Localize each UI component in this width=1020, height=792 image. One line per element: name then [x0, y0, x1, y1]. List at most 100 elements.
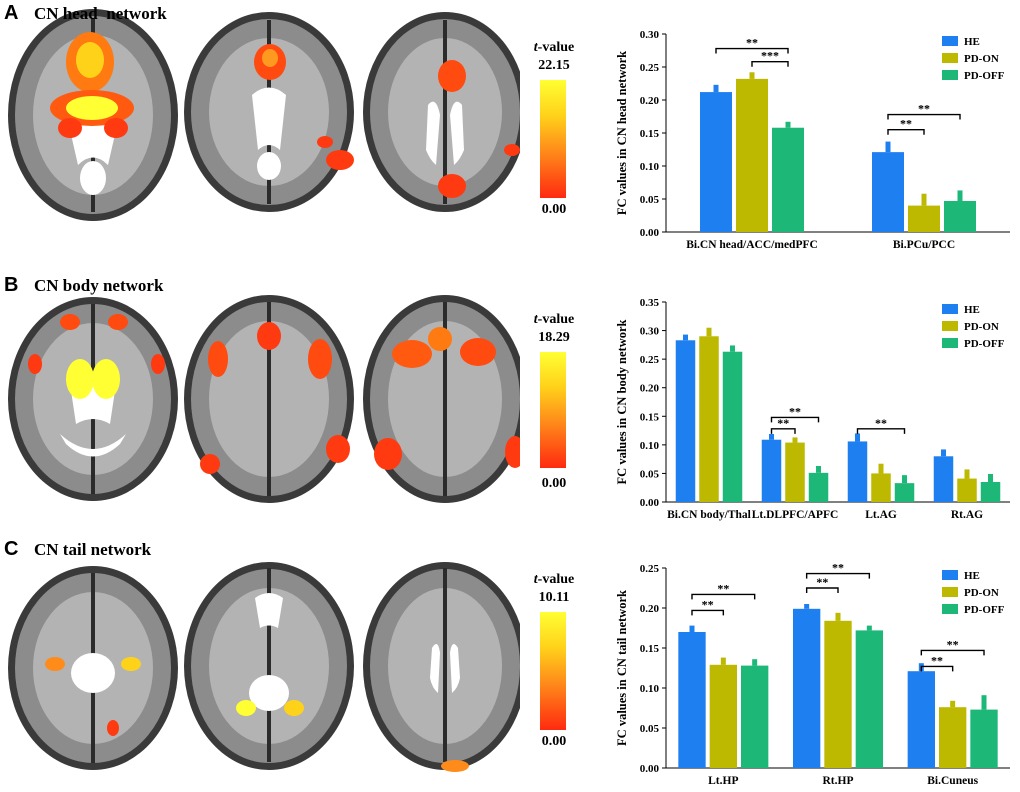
- significance-label: **: [777, 416, 789, 430]
- colorbar-label-suffix: -value: [537, 572, 575, 587]
- bar: [700, 92, 732, 232]
- bar-chart-b: 0.00 0.05 0.10 0.15 0.20 0.25 0.30 0.35 FC value…: [615, 297, 1010, 521]
- error-bar: [792, 437, 798, 443]
- error-bar: [866, 625, 872, 631]
- bar: [824, 620, 852, 768]
- legend-label: PD-ON: [964, 53, 999, 65]
- y-tick-label: 0.00: [640, 227, 660, 239]
- legend-label: HE: [964, 36, 980, 48]
- error-bar: [713, 84, 719, 93]
- legend-swatch: [942, 70, 958, 80]
- panel-title: CN tail network: [34, 540, 152, 559]
- x-tick-label: Lt.HP: [708, 775, 738, 787]
- x-tick-label: Lt.DLPFC/APFC: [752, 509, 839, 521]
- y-axis-label: FC values in CN head network: [615, 51, 629, 215]
- brain-slice: [184, 12, 354, 212]
- y-tick-label: 0.20: [640, 603, 660, 615]
- significance-bracket: [805, 587, 839, 593]
- legend-swatch: [942, 570, 958, 580]
- bar: [980, 482, 1001, 502]
- x-tick-label: Lt.AG: [865, 509, 897, 521]
- colorbar-label: t-value: [524, 572, 584, 588]
- colorbar: [540, 612, 566, 730]
- bar-chart-a: 0.00 0.05 0.10 0.15 0.20 0.25 0.30 FC values in…: [615, 29, 1010, 251]
- significance-bracket: [751, 61, 789, 67]
- x-tick-label: Bi.CN head/ACC/medPFC: [686, 239, 818, 251]
- error-bar: [981, 695, 987, 710]
- colorbar-max: 10.11: [538, 590, 570, 605]
- error-bar: [964, 469, 970, 479]
- colorbar-max: 18.29: [538, 330, 570, 345]
- x-tick-label: Rt.HP: [823, 775, 854, 787]
- legend-label: PD-ON: [964, 587, 999, 599]
- bar: [907, 671, 935, 768]
- colorbar-label-suffix: -value: [537, 312, 575, 327]
- error-bar: [950, 700, 956, 708]
- y-tick-label: 0.00: [640, 497, 660, 509]
- y-tick-label: 0.05: [640, 723, 660, 735]
- significance-bracket: [770, 416, 820, 423]
- legend-label: PD-OFF: [964, 70, 1005, 82]
- legend-label: PD-OFF: [964, 604, 1005, 616]
- y-tick-label: 0.15: [640, 411, 660, 423]
- y-tick-label: 0.10: [640, 161, 660, 173]
- error-bar: [816, 466, 822, 473]
- bar: [736, 78, 768, 232]
- significance-label: **: [746, 36, 758, 50]
- legend-label: HE: [964, 304, 980, 316]
- colorbar: [540, 80, 566, 198]
- brain-slice: [363, 562, 520, 772]
- y-tick-label: 0.00: [640, 763, 660, 775]
- x-tick-label: Rt.AG: [951, 509, 983, 521]
- bar: [675, 340, 696, 502]
- bar: [792, 608, 821, 768]
- bar: [855, 630, 884, 768]
- bar: [761, 439, 782, 502]
- panel-letter: C: [4, 538, 19, 560]
- bar: [722, 351, 743, 502]
- significance-label: **: [832, 561, 844, 575]
- significance-bracket: [770, 428, 796, 434]
- bar: [699, 336, 719, 502]
- y-tick-label: 0.05: [640, 194, 660, 206]
- legend-swatch: [942, 53, 958, 63]
- panel-title: CN body network: [34, 276, 164, 295]
- significance-bracket: [887, 113, 961, 120]
- panel-c: C CN tail network t-value 10.11 0.00 0.0…: [0, 528, 1020, 792]
- y-tick-label: 0.30: [640, 326, 660, 338]
- legend-label: PD-OFF: [964, 338, 1005, 350]
- panel-title: CN head network: [34, 4, 167, 23]
- legend-swatch: [942, 338, 958, 348]
- bar: [808, 472, 829, 502]
- significance-label: **: [875, 416, 887, 430]
- bar: [894, 483, 915, 502]
- error-bar: [854, 433, 860, 442]
- error-bar: [804, 604, 810, 609]
- bar: [741, 665, 769, 768]
- significance-label: **: [702, 597, 714, 611]
- bar: [785, 442, 805, 502]
- y-tick-label: 0.20: [640, 383, 660, 395]
- brain-slice: [184, 295, 354, 503]
- error-bar: [749, 72, 755, 79]
- error-bar: [940, 449, 946, 457]
- y-tick-label: 0.25: [640, 62, 660, 74]
- legend-swatch: [942, 587, 958, 597]
- error-bar: [682, 334, 688, 341]
- significance-bracket: [805, 572, 871, 579]
- legend-label: PD-ON: [964, 321, 999, 333]
- legend-swatch: [942, 604, 958, 614]
- panel-b: B CN body network t-value 18.29 0.00 0.0…: [0, 264, 1020, 528]
- colorbar-label-t: t: [533, 40, 538, 55]
- error-bar: [957, 190, 963, 201]
- error-bar: [706, 327, 712, 337]
- y-axis-label: FC values in CN body network: [615, 319, 629, 484]
- significance-label: **: [816, 575, 828, 589]
- colorbar-label-t: t: [533, 312, 538, 327]
- error-bar: [835, 612, 841, 621]
- bar: [957, 478, 977, 502]
- x-tick-label: Bi.PCu/PCC: [893, 239, 955, 251]
- brain-slice: [363, 295, 520, 503]
- panel-letter: A: [4, 2, 19, 24]
- panel-letter: B: [4, 274, 19, 296]
